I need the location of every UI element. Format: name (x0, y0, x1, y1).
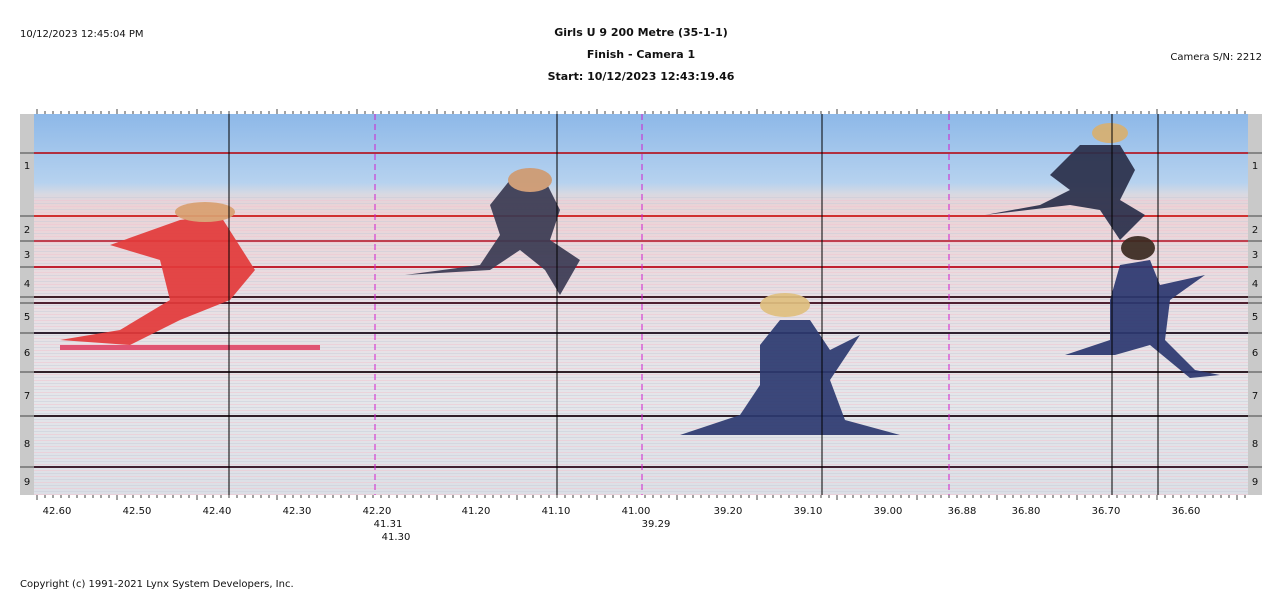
time-label: 39.10 (794, 506, 823, 517)
time-label: 42.40 (203, 506, 232, 517)
cursor-time: 41.30 (382, 532, 411, 543)
time-label: 42.50 (123, 506, 152, 517)
athlete-head (508, 168, 552, 192)
lane-number: 3 (24, 250, 30, 261)
lane-number: 1 (1252, 161, 1258, 172)
lane-number: 5 (24, 312, 30, 323)
lane-number: 2 (1252, 225, 1258, 236)
lane-number: 8 (1252, 439, 1258, 450)
lane-number: 5 (1252, 312, 1258, 323)
photo (20, 114, 1262, 495)
lane-number: 4 (24, 279, 30, 290)
lane-number: 7 (1252, 391, 1258, 402)
copyright: Copyright (c) 1991-2021 Lynx System Deve… (20, 579, 294, 590)
start-time: Start: 10/12/2023 12:43:19.46 (548, 70, 735, 83)
athlete-head (760, 293, 810, 317)
lane-number: 6 (1252, 348, 1258, 359)
cursor-time: 41.31 (374, 519, 403, 530)
athlete-lane-6 (60, 215, 255, 345)
lane-number: 8 (24, 439, 30, 450)
lane-number: 9 (24, 477, 30, 488)
time-label: 39.20 (714, 506, 743, 517)
time-label: 36.60 (1172, 506, 1201, 517)
timestamp: 10/12/2023 12:45:04 PM (20, 29, 144, 40)
lane-number: 4 (1252, 279, 1258, 290)
camera-serial: Camera S/N: 2212 (1170, 52, 1262, 63)
time-label: 42.60 (43, 506, 72, 517)
time-label: 39.00 (874, 506, 903, 517)
athlete-head (1092, 123, 1128, 143)
athlete-lane-4 (1065, 260, 1220, 378)
lane-number: 9 (1252, 477, 1258, 488)
athlete-shadow (60, 345, 320, 350)
athlete-lane-3 (405, 180, 580, 295)
race-title: Girls U 9 200 Metre (35-1-1) (554, 26, 728, 39)
lane-strip-right (1248, 114, 1262, 495)
time-label: 42.20 (363, 506, 392, 517)
lane-number: 2 (24, 225, 30, 236)
athlete-head (175, 202, 235, 222)
athlete-head (1121, 236, 1155, 260)
time-label: 41.10 (542, 506, 571, 517)
camera-title: Finish - Camera 1 (587, 48, 695, 61)
athlete-lane-7 (680, 320, 900, 435)
lane-number: 6 (24, 348, 30, 359)
time-label: 41.20 (462, 506, 491, 517)
athlete-lane-1 (985, 145, 1145, 240)
time-label: 42.30 (283, 506, 312, 517)
time-label: 41.00 (622, 506, 651, 517)
time-label: 36.88 (948, 506, 977, 517)
lane-number: 7 (24, 391, 30, 402)
lane-number: 1 (24, 161, 30, 172)
athletes (60, 123, 1220, 435)
cursor-time: 39.29 (642, 519, 671, 530)
lane-strip-left (20, 114, 34, 495)
lane-number: 3 (1252, 250, 1258, 261)
time-label: 36.80 (1012, 506, 1041, 517)
time-label: 36.70 (1092, 506, 1121, 517)
